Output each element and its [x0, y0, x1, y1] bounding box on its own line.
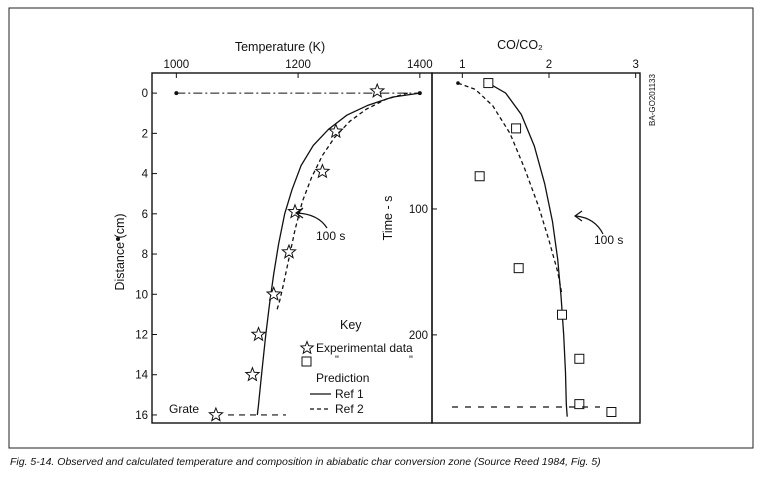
data-point-star — [250, 326, 267, 342]
left-y-axis-title: Distance (cm) — [113, 213, 127, 290]
y-tick-label: 100 — [409, 204, 428, 216]
figure-id-label: BA-GO201133 — [648, 74, 657, 126]
x-tick-label: 1 — [459, 59, 465, 71]
left-panel-frame — [151, 72, 433, 424]
left-annotation-arrow — [294, 207, 328, 229]
left-axes: 1000 1200 1400 0 2 4 6 8 10 12 14 16 — [135, 59, 432, 422]
data-point-star — [265, 285, 282, 302]
y-tick-label: 2 — [142, 128, 148, 140]
y-tick-label: 10 — [135, 289, 148, 301]
figure-frame — [8, 7, 754, 449]
y-tick-label: 200 — [409, 330, 428, 342]
data-point-square — [557, 309, 567, 320]
series-line-ref-1 — [487, 82, 568, 417]
x-tick-label: 1400 — [407, 59, 433, 71]
data-point-square — [474, 171, 485, 182]
series-line-ref-2 — [276, 92, 408, 311]
series-line-ref-1 — [256, 92, 420, 416]
legend-ref2-label: Ref 2 — [335, 402, 364, 416]
data-point-square — [574, 353, 585, 364]
x-tick-label: 2 — [546, 59, 552, 71]
curve-start-point — [456, 81, 460, 85]
legend-ditto-1: " — [335, 354, 339, 366]
y-tick-label: 16 — [135, 410, 148, 422]
data-point-square — [483, 78, 494, 89]
left-x-axis-title: Temperature (K) — [235, 40, 325, 54]
y-tick-label: 0 — [142, 88, 148, 100]
data-point-star — [280, 243, 297, 259]
y-tick-label: 4 — [142, 169, 149, 181]
right-annotation-arrow — [573, 210, 604, 235]
lead-endpoint — [417, 91, 422, 96]
figure-caption: Fig. 5-14. Observed and calculated tempe… — [10, 456, 601, 468]
y-tick-label: 8 — [142, 249, 148, 261]
y-tick-label: 14 — [135, 370, 148, 382]
series-line-ref-2 — [457, 82, 563, 295]
legend-star-icon — [299, 340, 315, 355]
legend-experimental-label: Experimental data — [316, 341, 413, 355]
data-point-square — [574, 399, 585, 410]
y-tick-label: 12 — [135, 329, 148, 341]
legend-title: Key — [340, 318, 362, 332]
legend: Key Experimental data " " Prediction Ref… — [299, 318, 413, 416]
lead-endpoint — [174, 91, 179, 96]
data-point-square — [606, 407, 617, 417]
right-x-axis-title: CO/CO₂ — [497, 38, 543, 52]
x-tick-label: 3 — [632, 59, 638, 71]
x-tick-label: 1200 — [285, 59, 311, 71]
data-point-square — [511, 123, 522, 134]
legend-ditto-2: " — [409, 354, 413, 366]
stray-dot — [116, 237, 120, 241]
right-panel-frame — [431, 72, 641, 424]
data-point-square — [513, 263, 524, 274]
data-point-star — [327, 122, 344, 139]
x-tick-label: 1000 — [164, 59, 190, 71]
data-point-star — [314, 163, 331, 179]
right-y-axis-title: Time - s — [381, 196, 395, 241]
data-point-star — [369, 82, 386, 98]
right-axes: 1 2 3 100 200 — [409, 59, 639, 342]
right-plot-area — [452, 78, 617, 417]
legend-prediction-label: Prediction — [316, 371, 369, 385]
data-point-star — [207, 406, 224, 422]
legend-square-icon — [301, 356, 312, 367]
right-annotation-label: 100 s — [594, 233, 623, 247]
y-tick-label: 6 — [142, 209, 148, 221]
left-annotation-label: 100 s — [316, 229, 345, 243]
left-plot-area — [174, 82, 422, 422]
legend-ref1-label: Ref 1 — [335, 387, 364, 401]
data-point-star — [244, 366, 261, 382]
grate-label: Grate — [169, 402, 199, 416]
